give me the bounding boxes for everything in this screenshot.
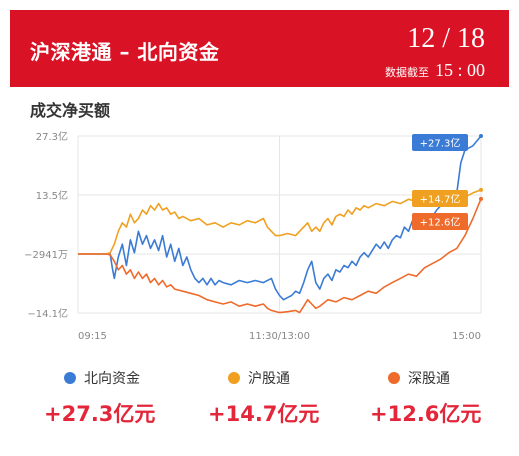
end-label-badge-2 (412, 213, 468, 230)
legend-label: 沪股通 (248, 371, 290, 387)
data-cutoff-label: 数据截至 (384, 66, 429, 79)
end-label-text-0: +27.3亿 (420, 137, 461, 150)
series-line-1 (78, 189, 482, 255)
end-label-badge-0 (412, 134, 468, 151)
legend-label: 深股通 (408, 371, 450, 387)
y-tick-label: 13.5亿 (36, 189, 68, 202)
x-tick-label: 09:15 (78, 331, 107, 342)
total-shenzhen: +12.6亿元 (370, 402, 482, 426)
series-line-2 (78, 198, 482, 314)
legend-dot-icon (388, 372, 400, 384)
end-label-badge-1 (412, 190, 468, 207)
series-end-point-2 (479, 196, 483, 201)
net-buy-line-chart: 27.3亿 13.5亿 −2941万 −14.1亿 09:15 11:30/13:00 15… (24, 130, 483, 342)
x-tick-label: 15:00 (452, 331, 481, 342)
data-cutoff: 数据截至 15 : 00 (385, 60, 485, 81)
legend: 北向资金 沪股通 深股通 (0, 368, 519, 390)
page-title: 沪深港通 – 北向资金 (30, 40, 220, 64)
end-label-text-2: +12.6亿 (420, 216, 461, 229)
total-shanghai: +14.7亿元 (208, 402, 320, 426)
header-banner: 沪深港通 – 北向资金 12 / 18 数据截至 15 : 00 (10, 10, 509, 87)
x-tick-label: 11:30/13:00 (249, 331, 310, 342)
legend-dot-icon (228, 372, 240, 384)
date-label: 12 / 18 (407, 23, 485, 54)
y-tick-label: 27.3亿 (36, 130, 68, 143)
end-label-text-1: +14.7亿 (420, 193, 461, 206)
series-end-point-0 (479, 134, 483, 138)
totals-row: +27.3亿元 +14.7亿元 +12.6亿元 (0, 398, 519, 428)
data-cutoff-time: 15 : 00 (434, 60, 485, 80)
section-title: 成交净买额 (30, 101, 111, 120)
y-tick-label: −2941万 (24, 250, 68, 261)
y-tick-label: −14.1亿 (27, 307, 68, 320)
legend-dot-icon (64, 372, 76, 384)
legend-item-northbound: 北向资金 (64, 368, 140, 388)
legend-item-shanghai: 沪股通 (228, 368, 290, 388)
legend-label: 北向资金 (84, 371, 140, 387)
series-end-point-1 (479, 187, 483, 192)
total-northbound: +27.3亿元 (44, 402, 156, 426)
legend-item-shenzhen: 深股通 (388, 368, 450, 388)
